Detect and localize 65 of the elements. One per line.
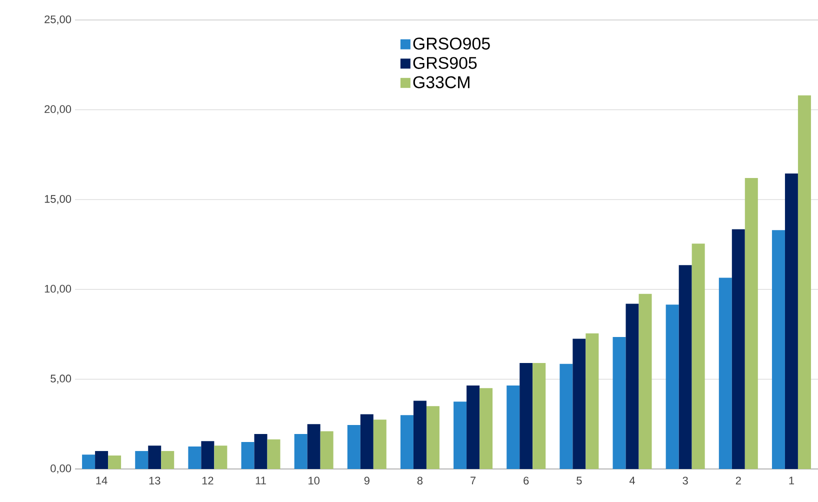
bar bbox=[744, 178, 758, 469]
y-tick-label: 10,00 bbox=[44, 284, 72, 294]
bar bbox=[626, 304, 639, 469]
bar bbox=[678, 265, 692, 469]
bar bbox=[426, 406, 440, 469]
x-tick-label: 11 bbox=[256, 476, 266, 484]
bar bbox=[572, 338, 586, 469]
y-tick-label: 25,00 bbox=[44, 15, 72, 25]
bar bbox=[82, 454, 96, 469]
legend-label: GRS905 bbox=[413, 56, 477, 69]
bar bbox=[400, 415, 414, 469]
bar bbox=[294, 434, 308, 469]
bar bbox=[267, 439, 280, 469]
x-tick-label: 1 bbox=[789, 476, 794, 484]
bar bbox=[188, 446, 202, 469]
bar bbox=[520, 363, 533, 469]
bar bbox=[320, 431, 334, 469]
x-tick-label: 13 bbox=[149, 476, 160, 485]
bar bbox=[360, 414, 374, 469]
x-tick-label: 14 bbox=[96, 476, 108, 484]
bar bbox=[560, 364, 573, 469]
y-tick-label: 20,00 bbox=[44, 105, 72, 114]
bar bbox=[254, 434, 268, 469]
bar bbox=[95, 451, 108, 469]
bar bbox=[214, 446, 228, 469]
bar bbox=[413, 400, 426, 469]
x-tick-label: 12 bbox=[202, 476, 214, 484]
bar bbox=[506, 385, 520, 469]
legend-label: G33CM bbox=[413, 76, 470, 88]
bar bbox=[161, 451, 174, 469]
bar bbox=[666, 304, 679, 469]
x-tick-label: 6 bbox=[524, 476, 529, 485]
x-tick-label: 10 bbox=[308, 476, 320, 485]
x-tick-label: 3 bbox=[682, 476, 688, 485]
x-tick-label: 2 bbox=[736, 476, 741, 484]
x-tick-label: 9 bbox=[364, 476, 370, 485]
bar bbox=[347, 424, 360, 469]
bar bbox=[466, 385, 480, 469]
bar bbox=[241, 442, 254, 469]
bar bbox=[454, 402, 467, 469]
y-tick-label: 5,00 bbox=[50, 374, 72, 384]
x-tick-label: 8 bbox=[417, 476, 423, 485]
bar bbox=[638, 294, 652, 469]
legend-label: GRSO905 bbox=[413, 38, 490, 50]
bar bbox=[784, 174, 798, 469]
bar bbox=[373, 420, 386, 469]
bar bbox=[135, 451, 148, 469]
bar bbox=[718, 278, 732, 469]
bar bbox=[692, 244, 705, 469]
bar bbox=[148, 446, 162, 469]
bar bbox=[108, 456, 122, 469]
bar bbox=[532, 363, 546, 469]
x-tick-label: 7 bbox=[470, 476, 476, 484]
y-tick-label: 15,00 bbox=[44, 195, 72, 204]
x-tick-label: 4 bbox=[629, 476, 635, 484]
bar bbox=[201, 441, 214, 469]
bar bbox=[480, 388, 493, 469]
bar bbox=[798, 95, 811, 469]
x-tick-label: 5 bbox=[576, 476, 582, 484]
bar bbox=[586, 333, 599, 469]
y-tick-label: 0,00 bbox=[50, 464, 72, 474]
bar bbox=[612, 336, 626, 469]
bar bbox=[732, 229, 745, 469]
bar bbox=[307, 424, 320, 469]
bar bbox=[772, 230, 785, 469]
